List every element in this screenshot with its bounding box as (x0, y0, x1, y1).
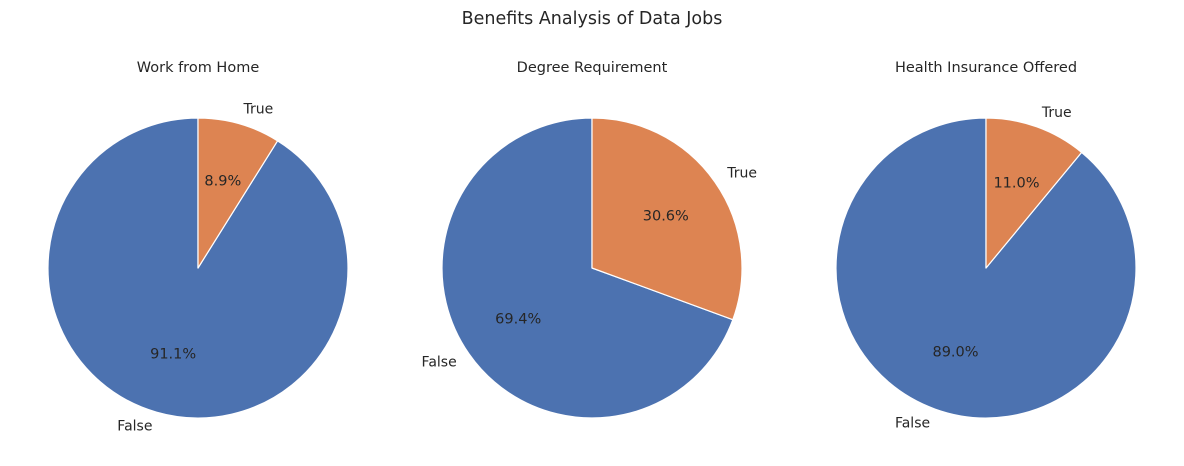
percent-label: 89.0% (932, 345, 978, 361)
slice-label-true: True (243, 101, 274, 117)
pie-chart-2: Degree Requirement 69.4% False 30.6% True (422, 60, 757, 419)
percent-label: 91.1% (150, 347, 196, 363)
figure-title: Benefits Analysis of Data Jobs (462, 9, 723, 29)
percent-label: 11.0% (993, 175, 1039, 191)
pie-slice-true (197, 117, 279, 269)
pie-slice-false (441, 117, 734, 419)
pie-slice-true (591, 117, 743, 321)
slice-label-false: False (117, 419, 152, 435)
pie-chart-1: Work from Home 91.1% False 8.9% True (47, 60, 349, 435)
pie-slice-true (985, 117, 1083, 269)
percent-label: 8.9% (204, 174, 241, 190)
percent-label: 30.6% (643, 208, 689, 224)
pie-chart-3: Health Insurance Offered 89.0% False 11.0% T… (835, 60, 1137, 431)
pie-title: Work from Home (137, 60, 260, 76)
pie-title: Health Insurance Offered (895, 60, 1077, 76)
slice-label-true: True (1041, 105, 1072, 121)
pie-title: Degree Requirement (517, 60, 668, 76)
slice-label-false: False (422, 354, 457, 370)
slice-label-false: False (895, 415, 930, 431)
slice-label-true: True (726, 166, 757, 182)
pie-slice-false (835, 117, 1137, 419)
percent-label: 69.4% (495, 312, 541, 328)
